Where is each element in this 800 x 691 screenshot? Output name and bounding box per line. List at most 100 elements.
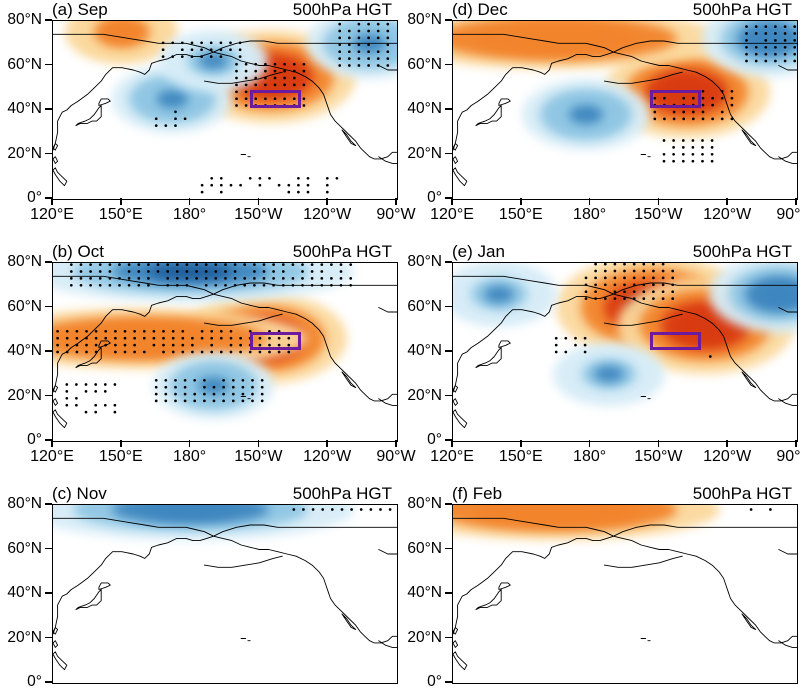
x-axis-tick-mark — [120, 440, 122, 447]
y-axis-tick-mark — [445, 503, 452, 505]
y-axis-tick-mark — [445, 305, 452, 308]
y-axis-tick-label: 0° — [27, 431, 42, 448]
x-axis-tick-mark — [588, 198, 591, 205]
x-axis-tick-mark — [120, 198, 122, 205]
x-axis-tick-label: 150°E — [498, 206, 543, 223]
x-axis-tick-mark — [657, 198, 660, 205]
y-axis-tick-label: 40°N — [407, 342, 442, 359]
x-axis-tick-label: 120°E — [430, 206, 474, 223]
y-axis-tick-mark — [45, 350, 52, 352]
map-axes-sep — [52, 20, 398, 200]
y-axis-tick-mark — [445, 439, 452, 441]
x-axis-tick-mark — [257, 440, 260, 447]
x-axis-tick-mark — [726, 198, 728, 205]
panel-label-dec: (d) Dec — [452, 0, 508, 19]
highlight-region-box-jan — [650, 331, 701, 350]
panel-title-nov: (c) Nov 500hPa HGT — [0, 484, 396, 503]
map-axes-jan — [452, 262, 798, 442]
x-axis-tick-mark — [520, 440, 522, 447]
y-axis-tick-label: 80°N — [407, 495, 442, 512]
x-axis-tick-mark — [395, 198, 397, 205]
panel-title-jan: (e) Jan 500hPa HGT — [400, 242, 796, 261]
panel-variable-label-nov: 500hPa HGT — [292, 484, 392, 503]
significance-stipple — [53, 505, 397, 683]
x-axis-tick-label: 180° — [573, 448, 607, 465]
x-axis-tick-label: 90°W — [776, 206, 800, 223]
y-axis-tick-label: 0° — [427, 189, 442, 206]
panel-variable-label-oct: 500hPa HGT — [292, 242, 392, 261]
map-axes-oct — [52, 262, 398, 442]
significance-stipple — [453, 21, 797, 199]
panel-variable-label-feb: 500hPa HGT — [692, 484, 792, 503]
y-axis-tick-label: 0° — [427, 431, 442, 448]
y-axis-tick-label: 40°N — [407, 100, 442, 117]
y-axis-tick-mark — [445, 63, 452, 66]
y-axis-tick-mark — [45, 152, 52, 155]
y-axis-tick-mark — [445, 19, 452, 21]
y-axis-tick-label: 80°N — [7, 11, 42, 28]
y-axis-tick-label: 40°N — [7, 100, 42, 117]
x-axis-tick-mark — [326, 440, 328, 447]
x-axis-tick-label: 150°W — [634, 206, 683, 223]
y-axis-tick-mark — [445, 636, 452, 639]
x-axis-tick-mark — [51, 440, 53, 447]
y-axis-tick-label: 80°N — [7, 495, 42, 512]
x-axis-tick-mark — [326, 198, 328, 205]
x-axis-tick-label: 150°E — [98, 206, 143, 223]
coastline-overlay — [53, 263, 397, 441]
y-axis-tick-mark — [45, 261, 52, 263]
x-axis-tick-label: 180° — [173, 206, 207, 223]
y-axis-tick-mark — [45, 19, 52, 21]
y-axis-tick-label: 80°N — [7, 253, 42, 270]
y-axis-tick-label: 20°N — [7, 144, 42, 162]
x-axis-tick-label: 120°E — [30, 206, 74, 223]
x-axis-tick-label: 120°W — [703, 448, 752, 465]
panel-title-feb: (f) Feb 500hPa HGT — [400, 484, 796, 503]
panel-title-oct: (b) Oct 500hPa HGT — [0, 242, 396, 261]
x-axis-tick-mark — [188, 440, 191, 447]
x-axis-tick-mark — [51, 198, 53, 205]
y-axis-tick-mark — [45, 305, 52, 308]
y-axis-tick-mark — [445, 547, 452, 550]
y-axis-tick-mark — [445, 197, 452, 199]
significance-stipple — [53, 263, 397, 441]
y-axis-tick-label: 60°N — [407, 297, 442, 315]
x-axis-tick-mark — [795, 440, 797, 447]
x-axis-tick-label: 120°W — [703, 206, 752, 223]
y-axis-tick-label: 60°N — [7, 297, 42, 315]
x-axis-tick-label: 120°W — [303, 206, 352, 223]
x-axis-tick-label: 150°W — [234, 206, 283, 223]
x-axis-tick-label: 150°E — [498, 448, 543, 465]
map-axes-dec — [452, 20, 798, 200]
y-axis-tick-label: 60°N — [407, 55, 442, 73]
panel-variable-label-dec: 500hPa HGT — [692, 0, 792, 19]
highlight-region-box-dec — [650, 89, 701, 108]
x-axis-tick-mark — [520, 198, 522, 205]
y-axis-tick-mark — [445, 592, 452, 594]
panel-variable-label-sep: 500hPa HGT — [292, 0, 392, 19]
anomaly-shading — [53, 263, 397, 441]
x-axis-tick-label: 90°W — [376, 448, 416, 465]
y-axis-tick-label: 20°N — [407, 386, 442, 404]
coastline-overlay — [53, 21, 397, 199]
coastline-overlay — [453, 21, 797, 199]
panel-label-oct: (b) Oct — [52, 242, 104, 261]
x-axis-tick-label: 150°W — [234, 448, 283, 465]
panel-label-jan: (e) Jan — [452, 242, 505, 261]
y-axis-tick-label: 80°N — [407, 253, 442, 270]
y-axis-tick-mark — [445, 350, 452, 352]
coastline-overlay — [453, 263, 797, 441]
y-axis-tick-mark — [45, 108, 52, 110]
panel-label-feb: (f) Feb — [452, 484, 503, 503]
y-axis-tick-label: 80°N — [407, 11, 442, 28]
y-axis-tick-label: 0° — [427, 673, 442, 690]
x-axis-tick-label: 90°W — [376, 206, 416, 223]
y-axis-tick-label: 0° — [27, 189, 42, 206]
x-axis-tick-label: 120°W — [303, 448, 352, 465]
y-axis-tick-label: 60°N — [407, 539, 442, 557]
x-axis-tick-label: 150°E — [98, 448, 143, 465]
x-axis-tick-label: 150°W — [634, 448, 683, 465]
x-axis-tick-label: 90°W — [776, 448, 800, 465]
x-axis-tick-mark — [188, 198, 191, 205]
x-axis-tick-label: 180° — [173, 448, 207, 465]
